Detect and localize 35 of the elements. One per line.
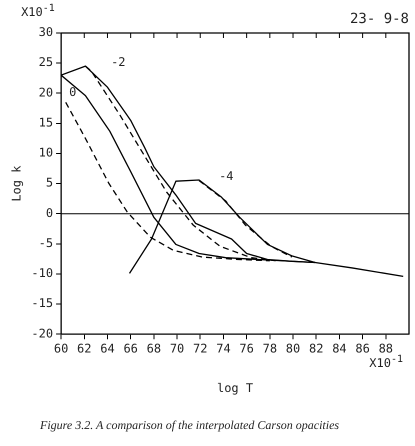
x-axis-title: log T [216,380,254,395]
text: 23- 9-8 [350,11,409,27]
y-tick-label: 10 [38,146,54,160]
x-tick-label: 78 [262,342,278,356]
y-tick-label: -20 [31,326,54,340]
annotation: -4 [219,169,234,183]
annotation: 0 [69,85,76,99]
x-tick-label: 72 [193,342,208,356]
y-tick-label: 5 [46,176,54,190]
x-tick-label: 88 [378,342,394,356]
x-tick-label: 82 [308,342,324,356]
caption: Figure 3.2. A comparison of the interpolated Carson opacities [40,418,340,433]
y-tick-label: -15 [31,296,54,310]
text: X10$^{-1}$ [369,354,403,370]
x-tick-label: 80 [286,342,300,356]
y-tick-label: 30 [38,25,54,40]
x-tick-label: 74 [216,342,231,356]
x-tick-label: 64 [100,342,115,356]
y-tick-label: 0 [46,206,54,220]
x-tick-label: 60 [54,342,68,356]
y-tick-label: -5 [38,236,54,250]
annotation: -2 [111,55,126,69]
y-tick-label: 25 [38,55,54,70]
x-tick-label: 86 [355,342,370,356]
y-axis-title: Log k [9,164,24,202]
x-tick-label: 66 [123,342,138,356]
x-tick-label: 76 [239,342,254,356]
text: X10$^{-1}$ [21,3,55,19]
y-tick-label: -10 [31,266,54,280]
y-tick-label: 20 [38,85,54,100]
x-tick-label: 68 [146,342,162,356]
y-tick-label: 15 [38,115,54,130]
x-tick-label: 62 [77,342,92,356]
x-tick-label: 70 [170,342,184,356]
x-tick-label: 84 [332,342,347,356]
